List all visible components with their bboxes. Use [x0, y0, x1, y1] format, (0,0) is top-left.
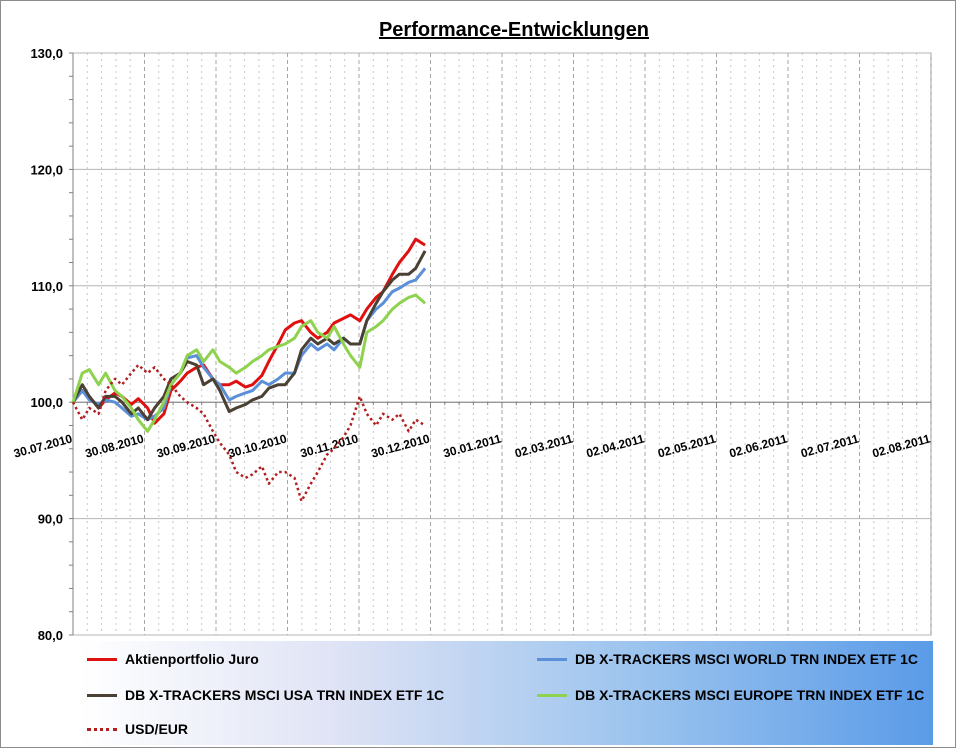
x-tick-label: 30.07.2010	[12, 431, 74, 460]
series-line-3	[71, 293, 427, 433]
legend-swatch	[87, 693, 117, 697]
legend-label: Aktienportfolio Juro	[125, 651, 259, 667]
legend-label: DB X-TRACKERS MSCI USA TRN INDEX ETF 1C	[125, 687, 445, 703]
legend-label: DB X-TRACKERS MSCI WORLD TRN INDEX ETF 1…	[575, 651, 918, 667]
legend-swatch	[87, 727, 117, 731]
series-line-4	[71, 363, 426, 503]
y-tick-label: 110,0	[31, 279, 63, 294]
chart-title: Performance-Entwicklungen	[379, 19, 649, 41]
y-tick-label: 100,0	[30, 395, 63, 410]
legend-item: DB X-TRACKERS MSCI EUROPE TRN INDEX ETF …	[537, 687, 924, 703]
y-tick-label: 90,0	[38, 512, 63, 527]
legend-label: DB X-TRACKERS MSCI EUROPE TRN INDEX ETF …	[575, 687, 925, 703]
legend-item: Aktienportfolio Juro	[87, 651, 259, 667]
legend-label: USD/EUR	[125, 721, 189, 737]
y-tick-label: 130,0	[30, 46, 63, 61]
legend-swatch	[537, 693, 567, 697]
legend-swatch	[537, 657, 567, 661]
legend: Aktienportfolio Juro DB X-TRACKERS MSCI W…	[79, 641, 933, 745]
legend-item: DB X-TRACKERS MSCI WORLD TRN INDEX ETF 1…	[537, 651, 918, 667]
legend-swatch	[87, 657, 117, 661]
legend-item: DB X-TRACKERS MSCI USA TRN INDEX ETF 1C	[87, 687, 444, 703]
series-line-0	[71, 237, 426, 425]
legend-item: USD/EUR	[87, 721, 188, 737]
y-tick-label: 120,0	[30, 162, 63, 177]
y-tick-label: 80,0	[38, 628, 63, 643]
